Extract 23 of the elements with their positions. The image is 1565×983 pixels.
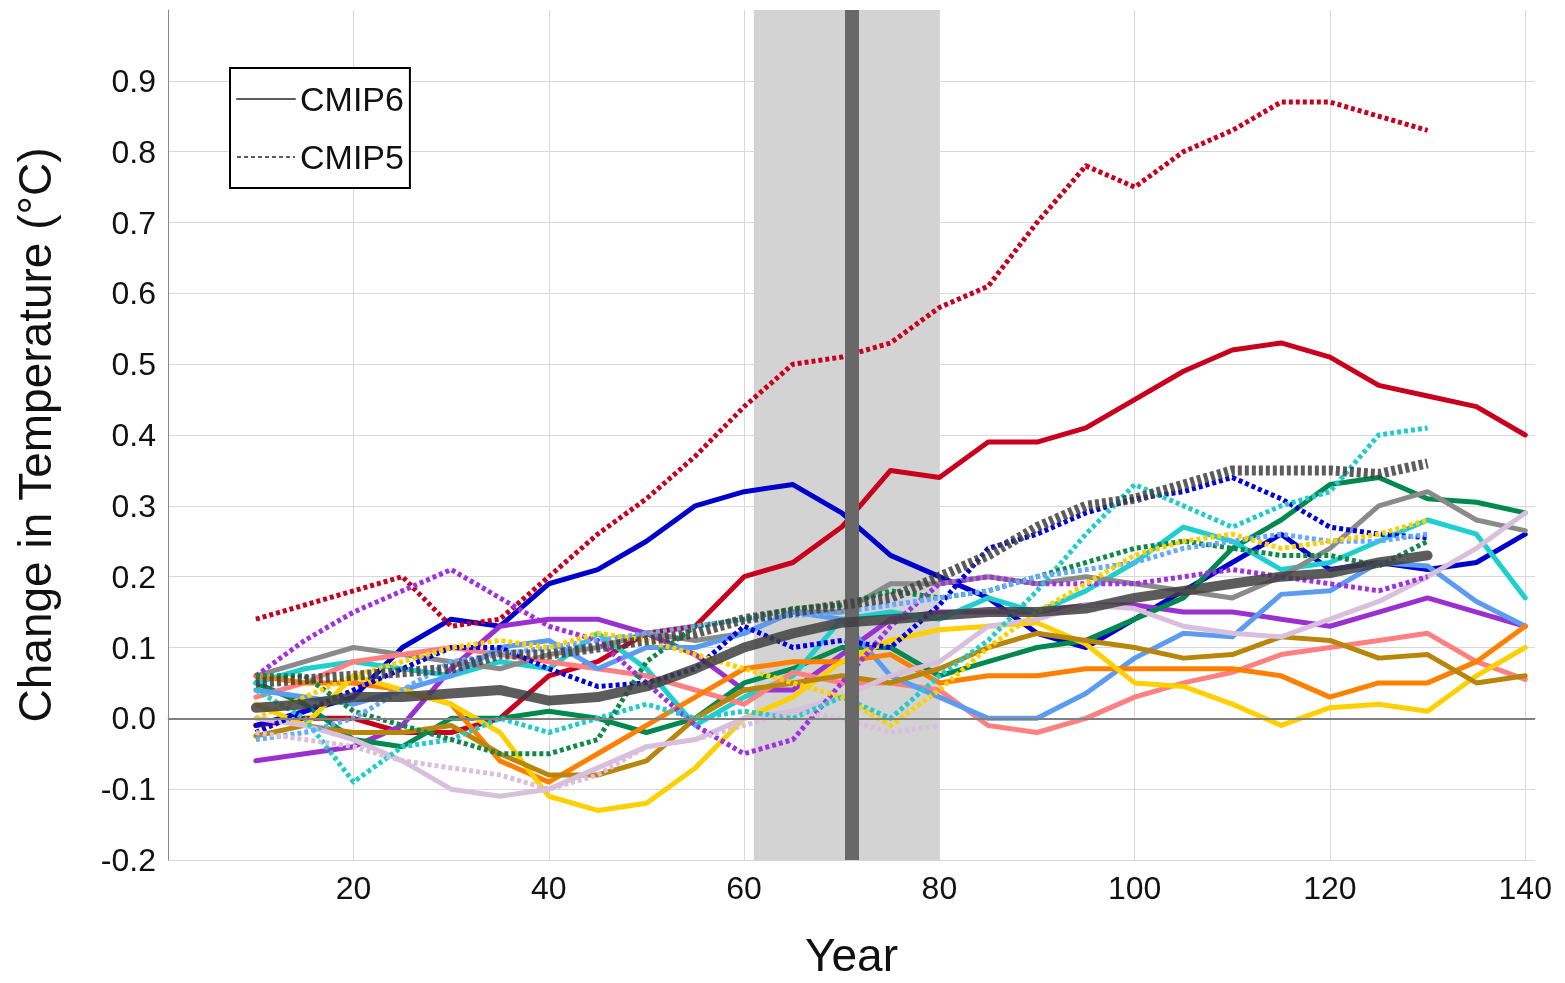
x-tick-label: 100 — [1107, 870, 1162, 906]
y-tick-label: 0.8 — [111, 133, 156, 170]
y-tick-label: 0.9 — [111, 62, 156, 99]
x-tick-label: 140 — [1498, 870, 1552, 906]
x-tick-label: 120 — [1303, 870, 1357, 906]
y-tick-label: 0.0 — [111, 700, 156, 737]
y-tick-label: 0.6 — [111, 275, 156, 312]
x-tick-label: 80 — [921, 870, 958, 906]
x-tick-label: 20 — [335, 870, 372, 906]
y-tick-label: 0.4 — [111, 417, 156, 453]
y-tick-label: 0.7 — [111, 204, 156, 241]
legend-label: CMIP6 — [300, 80, 404, 118]
x-tick-label: 60 — [726, 870, 762, 906]
y-tick-label: -0.2 — [100, 842, 156, 878]
y-axis-title: Change in Temperature (°C) — [9, 147, 61, 723]
y-tick-label: 0.3 — [111, 487, 156, 524]
y-tick-label: 0.5 — [111, 346, 156, 383]
legend-label: CMIP5 — [300, 138, 404, 176]
y-tick-label: -0.1 — [100, 771, 156, 808]
y-tick-label: 0.1 — [111, 629, 156, 666]
x-axis-title: Year — [805, 929, 898, 981]
y-tick-label: 0.2 — [111, 558, 156, 595]
x-tick-label: 40 — [531, 870, 567, 906]
